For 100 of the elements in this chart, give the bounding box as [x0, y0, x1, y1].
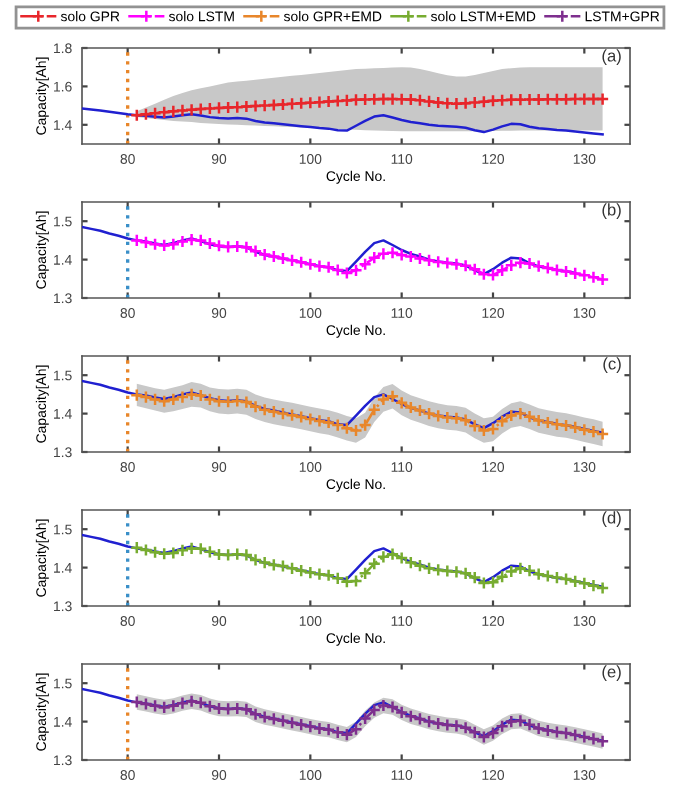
point	[203, 699, 217, 714]
point	[550, 725, 564, 739]
point	[440, 410, 455, 425]
point	[193, 388, 208, 403]
point	[449, 719, 464, 733]
point	[248, 399, 263, 414]
point	[303, 412, 318, 426]
point	[568, 266, 583, 281]
point	[458, 413, 473, 427]
point	[458, 566, 473, 581]
point	[531, 413, 546, 428]
point	[203, 545, 217, 559]
point	[422, 406, 436, 421]
point	[212, 394, 226, 409]
point	[285, 253, 299, 268]
point	[129, 540, 144, 555]
point	[403, 709, 418, 724]
point	[312, 414, 327, 428]
point	[458, 258, 473, 273]
point	[577, 576, 592, 591]
point	[550, 92, 564, 107]
point	[148, 237, 162, 252]
point	[403, 555, 418, 570]
point	[440, 256, 455, 270]
point	[403, 92, 418, 107]
point	[266, 249, 281, 264]
point	[285, 715, 299, 730]
point	[394, 705, 409, 720]
point	[467, 570, 482, 585]
point	[248, 553, 263, 567]
point	[257, 710, 272, 724]
point	[422, 561, 436, 576]
point	[422, 94, 436, 109]
point	[266, 558, 281, 572]
point	[257, 247, 272, 262]
point	[212, 238, 226, 253]
point	[285, 408, 299, 422]
point	[303, 565, 318, 580]
line-series	[82, 107, 604, 136]
point	[266, 404, 281, 419]
point	[394, 248, 409, 262]
point	[586, 732, 601, 746]
point	[477, 267, 491, 281]
point	[239, 395, 254, 409]
point	[595, 427, 610, 441]
point	[330, 418, 345, 432]
point	[431, 563, 446, 577]
point	[239, 548, 254, 562]
point	[148, 392, 162, 407]
point	[559, 572, 573, 586]
point	[540, 723, 555, 738]
point	[550, 417, 564, 432]
point	[276, 251, 290, 266]
point	[467, 725, 482, 740]
point	[312, 259, 327, 273]
annotation: (c)	[603, 357, 621, 373]
point	[276, 714, 290, 728]
point	[449, 257, 464, 272]
point	[193, 695, 208, 710]
point	[595, 92, 610, 106]
point	[212, 547, 226, 562]
point	[422, 714, 436, 729]
point	[303, 719, 318, 734]
point	[413, 712, 427, 726]
point	[394, 92, 409, 107]
point	[540, 261, 555, 275]
point	[248, 707, 263, 722]
point	[522, 256, 537, 271]
point	[257, 402, 272, 417]
point	[321, 722, 336, 737]
point	[248, 244, 263, 258]
point	[440, 564, 455, 578]
point	[413, 251, 427, 266]
annotation: (a)	[602, 49, 621, 65]
point	[276, 559, 290, 573]
point	[540, 569, 555, 583]
annotation: (d)	[602, 511, 621, 527]
point	[385, 700, 400, 714]
point	[276, 406, 290, 421]
point	[431, 95, 446, 110]
point	[586, 578, 601, 593]
point	[312, 721, 327, 736]
point	[139, 697, 153, 711]
point	[330, 263, 345, 277]
point	[285, 561, 299, 576]
point	[129, 233, 144, 248]
point	[540, 415, 555, 430]
point	[531, 721, 546, 736]
point	[148, 545, 162, 560]
point	[431, 255, 446, 269]
point	[203, 392, 217, 407]
point	[193, 541, 208, 556]
point	[559, 418, 573, 433]
point	[394, 396, 409, 410]
point	[577, 422, 592, 437]
point	[413, 403, 427, 418]
point	[531, 567, 546, 581]
point	[129, 695, 144, 709]
point	[467, 262, 482, 277]
point	[522, 717, 537, 732]
